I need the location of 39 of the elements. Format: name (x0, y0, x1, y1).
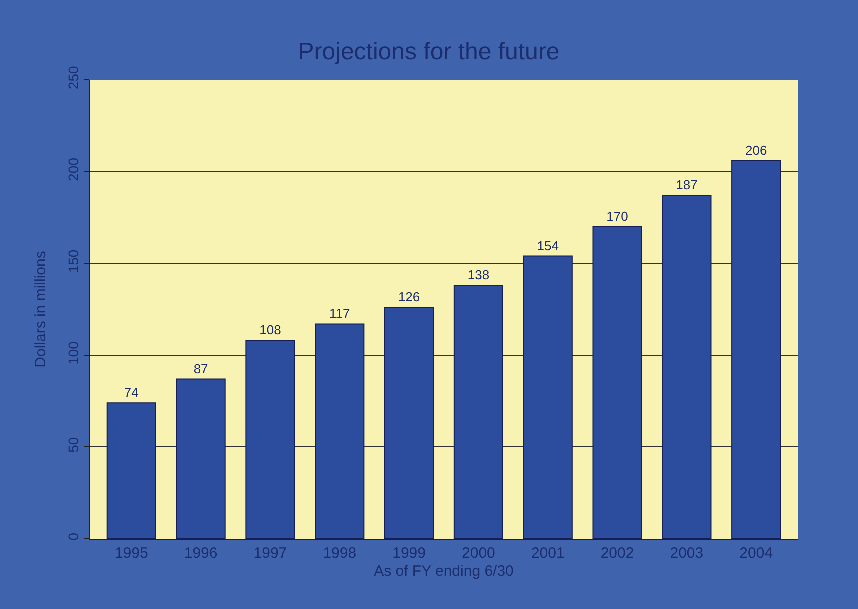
data-label: 108 (260, 322, 282, 338)
x-axis-title: As of FY ending 6/30 (374, 563, 514, 580)
bar (454, 285, 504, 539)
bar (315, 324, 365, 539)
chart-title: Projections for the future (298, 38, 560, 66)
data-label: 117 (330, 306, 350, 322)
bar (732, 160, 782, 539)
data-label: 74 (124, 385, 139, 400)
y-tick-label: 100 (65, 341, 82, 365)
data-label: 187 (676, 178, 698, 193)
y-tick-label: 200 (65, 158, 82, 182)
bar (662, 195, 712, 539)
data-label: 126 (398, 290, 420, 305)
y-tick-label: 50 (65, 437, 82, 453)
x-tick-label: 2001 (531, 545, 565, 562)
bar (176, 378, 226, 539)
x-tick-label: 2000 (462, 545, 496, 562)
x-tick-label: 1998 (323, 545, 357, 562)
data-label: 154 (537, 238, 559, 254)
x-tick-label: 1995 (114, 545, 148, 562)
x-tick-label: 2003 (670, 545, 704, 562)
data-label: 170 (606, 208, 628, 224)
bar (106, 402, 156, 539)
x-tick-label: 1996 (184, 545, 218, 562)
x-tick-label: 1997 (254, 545, 288, 562)
bar (592, 226, 642, 539)
bar (246, 340, 296, 539)
data-label: 87 (194, 361, 208, 376)
x-tick-label: 1999 (392, 545, 426, 562)
y-tick-label: 250 (65, 66, 82, 90)
y-tick-label: 0 (65, 532, 82, 541)
y-tick-label: 150 (65, 250, 82, 274)
x-tick-label: 2002 (600, 545, 634, 562)
data-label: 138 (468, 268, 490, 283)
bar (523, 256, 573, 539)
data-label: 206 (746, 142, 768, 158)
x-tick-label: 2004 (740, 545, 774, 562)
bar (384, 307, 434, 539)
y-axis-title: Dollars in millions (32, 251, 50, 368)
